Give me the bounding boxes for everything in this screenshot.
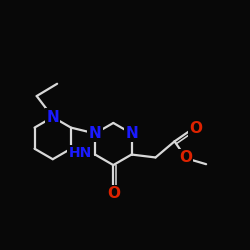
Text: O: O <box>107 186 120 201</box>
Text: O: O <box>190 121 202 136</box>
Text: N: N <box>46 110 59 124</box>
Text: O: O <box>179 150 192 165</box>
Text: HN: HN <box>68 146 92 160</box>
Text: N: N <box>125 126 138 141</box>
Text: N: N <box>89 126 102 141</box>
